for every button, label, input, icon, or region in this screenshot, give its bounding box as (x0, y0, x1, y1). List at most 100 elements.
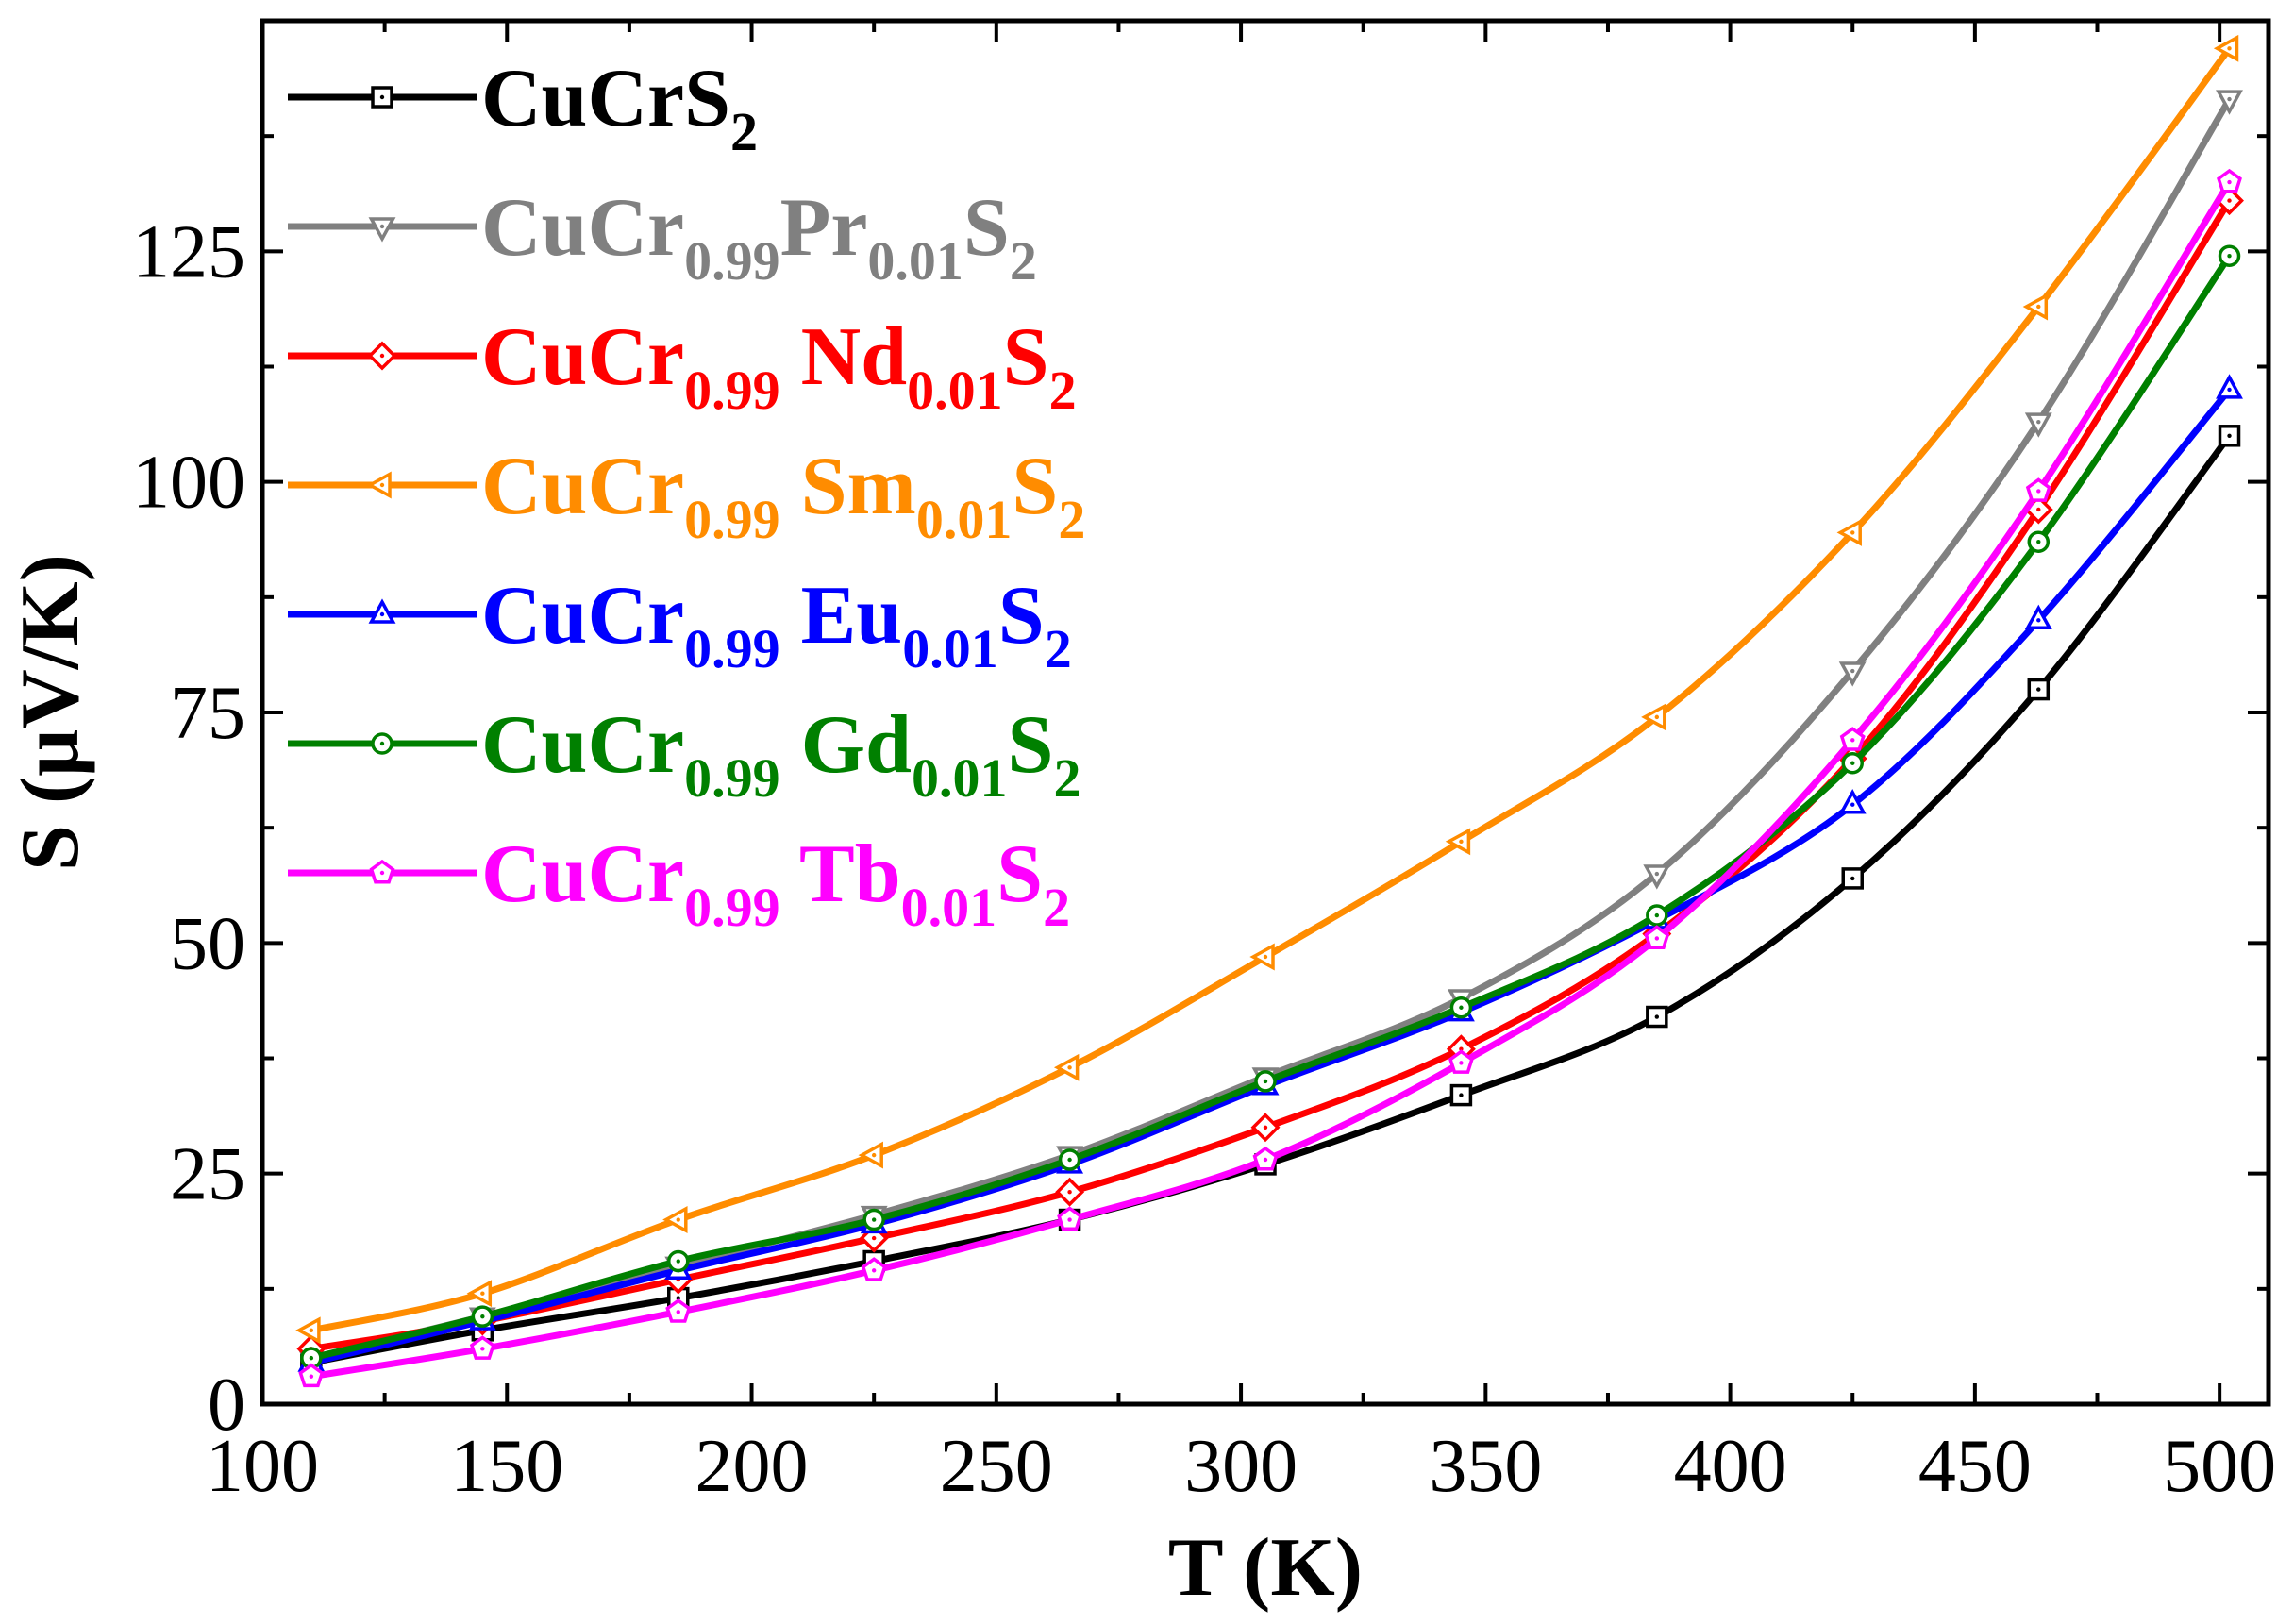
data-point-marker (368, 598, 396, 624)
legend-label-part: 0.99 (684, 877, 780, 938)
data-point-dot (2227, 433, 2232, 438)
data-point-marker (1838, 789, 1867, 814)
data-point-dot (676, 1310, 680, 1314)
series-line (308, 197, 2233, 1352)
legend-label-part: 0.01 (916, 489, 1013, 550)
legend-label-part: 0.99 (684, 489, 780, 550)
data-point-dot (1654, 871, 1660, 877)
legend-entry: CuCr0.99 Nd0.01S2 (288, 311, 1077, 421)
data-point-marker (1838, 661, 1867, 687)
data-point-dot (309, 1355, 314, 1361)
legend-label-part: Sm (780, 441, 916, 532)
data-point-marker (1249, 943, 1275, 971)
legend-label-part: CuCr (481, 829, 684, 920)
data-point-dot (2036, 618, 2041, 623)
legend-entry: CuCrS2 (288, 53, 758, 162)
legend-label-part: S (963, 182, 1010, 274)
data-point-dot (2227, 387, 2232, 393)
data-point-marker (2022, 293, 2049, 321)
data-point-dot (1654, 912, 1660, 918)
data-point-marker (662, 1206, 688, 1233)
legend-label: CuCrS2 (481, 53, 758, 162)
data-point-dot (1263, 1125, 1268, 1130)
legend-label-part: 0.99 (684, 747, 780, 809)
data-point-marker (2216, 90, 2243, 115)
data-point-marker (1445, 828, 1471, 856)
data-point-dot (871, 1268, 877, 1273)
data-point-dot (1654, 714, 1660, 720)
data-point-marker (858, 1141, 883, 1169)
series-line (308, 432, 2233, 1366)
x-tick-label: 500 (2163, 1425, 2276, 1508)
legend-label: CuCr0.99 Tb0.01S2 (481, 829, 1070, 938)
legend-label-part: 0.99 (684, 360, 780, 421)
series-line (308, 178, 2233, 1381)
data-point-marker (1836, 518, 1862, 546)
x-axis-title: T (K) (1168, 1522, 1363, 1614)
series-line (308, 252, 2233, 1362)
data-point-dot (676, 1259, 680, 1264)
legend-entry: CuCr0.99 Tb0.01S2 (288, 829, 1070, 938)
x-tick-label: 100 (206, 1425, 319, 1508)
data-point-dot (1263, 954, 1268, 960)
legend-label-part: CuCr (481, 311, 684, 403)
data-point-dot (379, 353, 385, 359)
legend-label: CuCr0.99Pr0.01S2 (481, 182, 1037, 292)
data-point-dot (2227, 198, 2232, 203)
data-point-dot (2227, 179, 2232, 185)
legend-entry: CuCr0.99Pr0.01S2 (288, 182, 1037, 292)
data-point-dot (1459, 1046, 1464, 1051)
data-point-dot (379, 482, 385, 488)
data-point-dot (1459, 1005, 1464, 1010)
data-point-dot (1850, 802, 1855, 807)
data-point-dot (676, 1296, 680, 1300)
data-point-dot (676, 1217, 680, 1222)
legend-label-part: CuCr (481, 570, 684, 661)
legend-label-part: 0.01 (902, 618, 998, 679)
data-point-dot (2036, 507, 2041, 512)
legend-label-part: S (1008, 699, 1054, 791)
data-point-dot (1850, 876, 1855, 881)
data-point-dot (480, 1314, 485, 1319)
data-point-dot (1850, 761, 1855, 765)
x-tick-label: 450 (1918, 1425, 2032, 1508)
data-point-dot (2036, 304, 2041, 310)
series-line (308, 386, 2233, 1366)
data-point-dot (2036, 539, 2041, 544)
legend-label-part: 0.99 (684, 230, 780, 292)
legend-label: CuCr0.99 Nd0.01S2 (481, 311, 1077, 421)
series-CuCr0.99 Sm0.01S2 (295, 34, 2239, 1345)
data-point-marker (466, 1280, 493, 1308)
data-point-dot (379, 611, 385, 617)
legend-label-part: S (996, 829, 1043, 920)
data-point-marker (2216, 374, 2243, 399)
data-point-dot (871, 1217, 877, 1222)
legend-label: CuCr0.99 Sm0.01S2 (481, 441, 1085, 550)
legend-label: CuCr0.99 Gd0.01S2 (481, 699, 1080, 809)
legend-label: CuCr0.99 Eu0.01S2 (481, 570, 1072, 679)
legend-label-part: S (1012, 441, 1058, 532)
data-point-dot (1067, 1065, 1072, 1070)
legend-label-part: CuCrS (481, 53, 730, 144)
data-point-dot (1067, 1217, 1072, 1222)
data-point-marker (368, 217, 396, 243)
x-tick-label: 350 (1429, 1425, 1542, 1508)
legend-entry: CuCr0.99 Sm0.01S2 (288, 441, 1085, 550)
x-tick-label: 150 (450, 1425, 563, 1508)
data-point-dot (871, 1152, 877, 1158)
series-line (308, 95, 2233, 1362)
data-point-dot (2036, 489, 2041, 494)
series-layer (295, 34, 2244, 1388)
data-point-dot (2036, 687, 2041, 692)
legend-label-part: 0.01 (901, 877, 997, 938)
legend-label-part: 2 (1053, 747, 1080, 809)
data-point-dot (379, 94, 385, 100)
data-point-dot (379, 741, 385, 746)
series-CuCr0.99 Tb0.01S2 (298, 168, 2242, 1388)
data-point-marker (2024, 412, 2052, 438)
legend-label-part: S (1003, 311, 1049, 403)
data-point-dot (2227, 46, 2232, 51)
legend-label-part: CuCr (481, 182, 684, 274)
